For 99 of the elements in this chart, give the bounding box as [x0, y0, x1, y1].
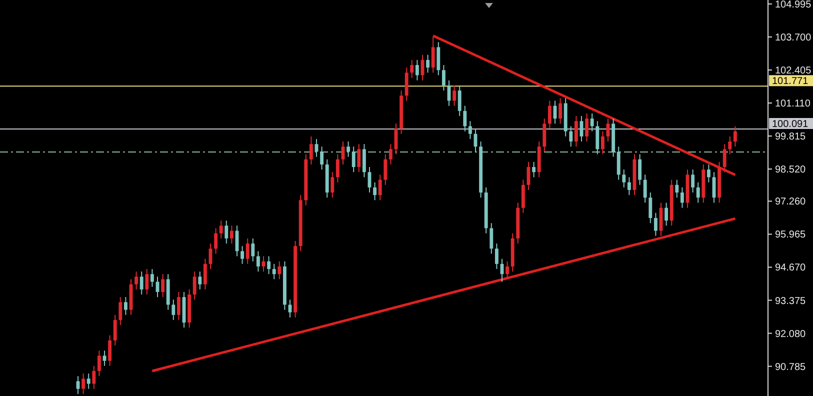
candlestick: [214, 228, 218, 254]
candlestick: [161, 274, 165, 298]
candlestick: [219, 220, 223, 239]
candlestick: [288, 299, 292, 318]
candlestick: [309, 136, 313, 165]
candlestick: [494, 243, 498, 270]
y-tick-label: 98.520: [775, 164, 806, 176]
candlestick: [278, 260, 282, 280]
candlestick: [378, 174, 382, 201]
y-tick-label: 102.405: [775, 65, 812, 76]
candlestick: [176, 291, 180, 321]
candlestick: [638, 154, 642, 186]
candlestick: [108, 334, 112, 366]
candlestick: [600, 130, 604, 155]
candlestick: [198, 271, 202, 290]
candlestick: [134, 271, 138, 290]
candlestick: [97, 350, 101, 377]
candlestick: [76, 376, 80, 394]
candlestick: [585, 112, 589, 142]
candlestick: [596, 120, 600, 155]
candlestick: [680, 186, 684, 208]
candlestick: [346, 141, 350, 158]
candlestick: [521, 179, 525, 214]
candlestick: [436, 42, 440, 76]
candlestick: [728, 136, 732, 155]
ref-line-label: 100.091: [772, 119, 809, 130]
y-tick-label: 90.785: [775, 362, 806, 373]
ref-line-label: 101.771: [772, 76, 809, 88]
candlestick: [320, 146, 324, 170]
y-tick-label: 93.375: [775, 296, 806, 307]
candlestick: [240, 246, 244, 264]
y-tick-label: 99.815: [775, 132, 806, 143]
candlestick: [415, 59, 419, 81]
candlestick: [172, 299, 176, 321]
candlestick: [722, 144, 726, 173]
candlestick: [192, 271, 196, 300]
candlestick: [230, 225, 234, 244]
candlestick: [431, 36, 435, 74]
candlestick: [616, 146, 620, 180]
candlestick: [256, 250, 260, 272]
candlestick: [622, 169, 626, 188]
candlestick: [696, 182, 700, 204]
candlestick: [442, 64, 446, 92]
y-tick-label: 103.700: [775, 32, 812, 44]
candlestick: [113, 314, 117, 346]
candlestick: [627, 176, 631, 196]
candlestick: [352, 146, 356, 173]
candlestick: [357, 144, 361, 173]
y-tick-label: 104.995: [775, 0, 812, 10]
candlestick: [118, 296, 122, 326]
candlestick: [675, 179, 679, 198]
y-tick-label: 97.260: [775, 196, 806, 208]
candlestick: [463, 105, 467, 132]
candlestick: [272, 263, 276, 280]
candlestick: [150, 268, 154, 288]
candlestick: [330, 172, 334, 198]
y-tick-label: 92.080: [775, 328, 806, 340]
candlestick: [140, 271, 144, 296]
candlestick: [548, 100, 552, 130]
candlestick: [124, 296, 128, 316]
candlestick: [506, 260, 510, 280]
candlestick: [410, 59, 414, 78]
candlestick: [246, 238, 250, 264]
candlestick: [336, 154, 340, 183]
candlestick: [426, 54, 430, 74]
candlestick: [384, 154, 388, 186]
candlestick: [82, 373, 86, 394]
candlestick: [691, 169, 695, 194]
candlestick: [102, 350, 106, 366]
candlestick: [664, 202, 668, 226]
candlestick: [388, 144, 392, 165]
candlestick: [251, 238, 255, 262]
candlestick: [468, 120, 472, 140]
candlestick: [404, 67, 408, 102]
candlestick: [224, 220, 228, 244]
y-tick-label: 94.670: [775, 262, 806, 274]
candlestick: [458, 84, 462, 117]
candlestick: [643, 174, 647, 204]
candlestick: [452, 84, 456, 106]
candlestick: [654, 212, 658, 236]
candlestick: [86, 373, 90, 390]
candlestick: [542, 118, 546, 152]
candlestick: [532, 161, 536, 178]
candlestick: [267, 256, 271, 275]
candlestick: [145, 268, 149, 296]
candlestick: [574, 116, 578, 148]
candlestick: [490, 222, 494, 254]
y-tick-label: 95.965: [775, 230, 806, 241]
candlestick: [569, 126, 573, 148]
candlestick: [362, 144, 366, 178]
candlestick: [706, 164, 710, 183]
candlestick: [648, 192, 652, 224]
candlestick: [373, 182, 377, 201]
y-tick-label: 101.110: [775, 98, 811, 110]
candlestick: [558, 98, 562, 124]
candlestick: [92, 365, 96, 390]
candlestick: [590, 112, 594, 132]
candlestick: [203, 258, 207, 290]
candlestick: [733, 126, 737, 148]
